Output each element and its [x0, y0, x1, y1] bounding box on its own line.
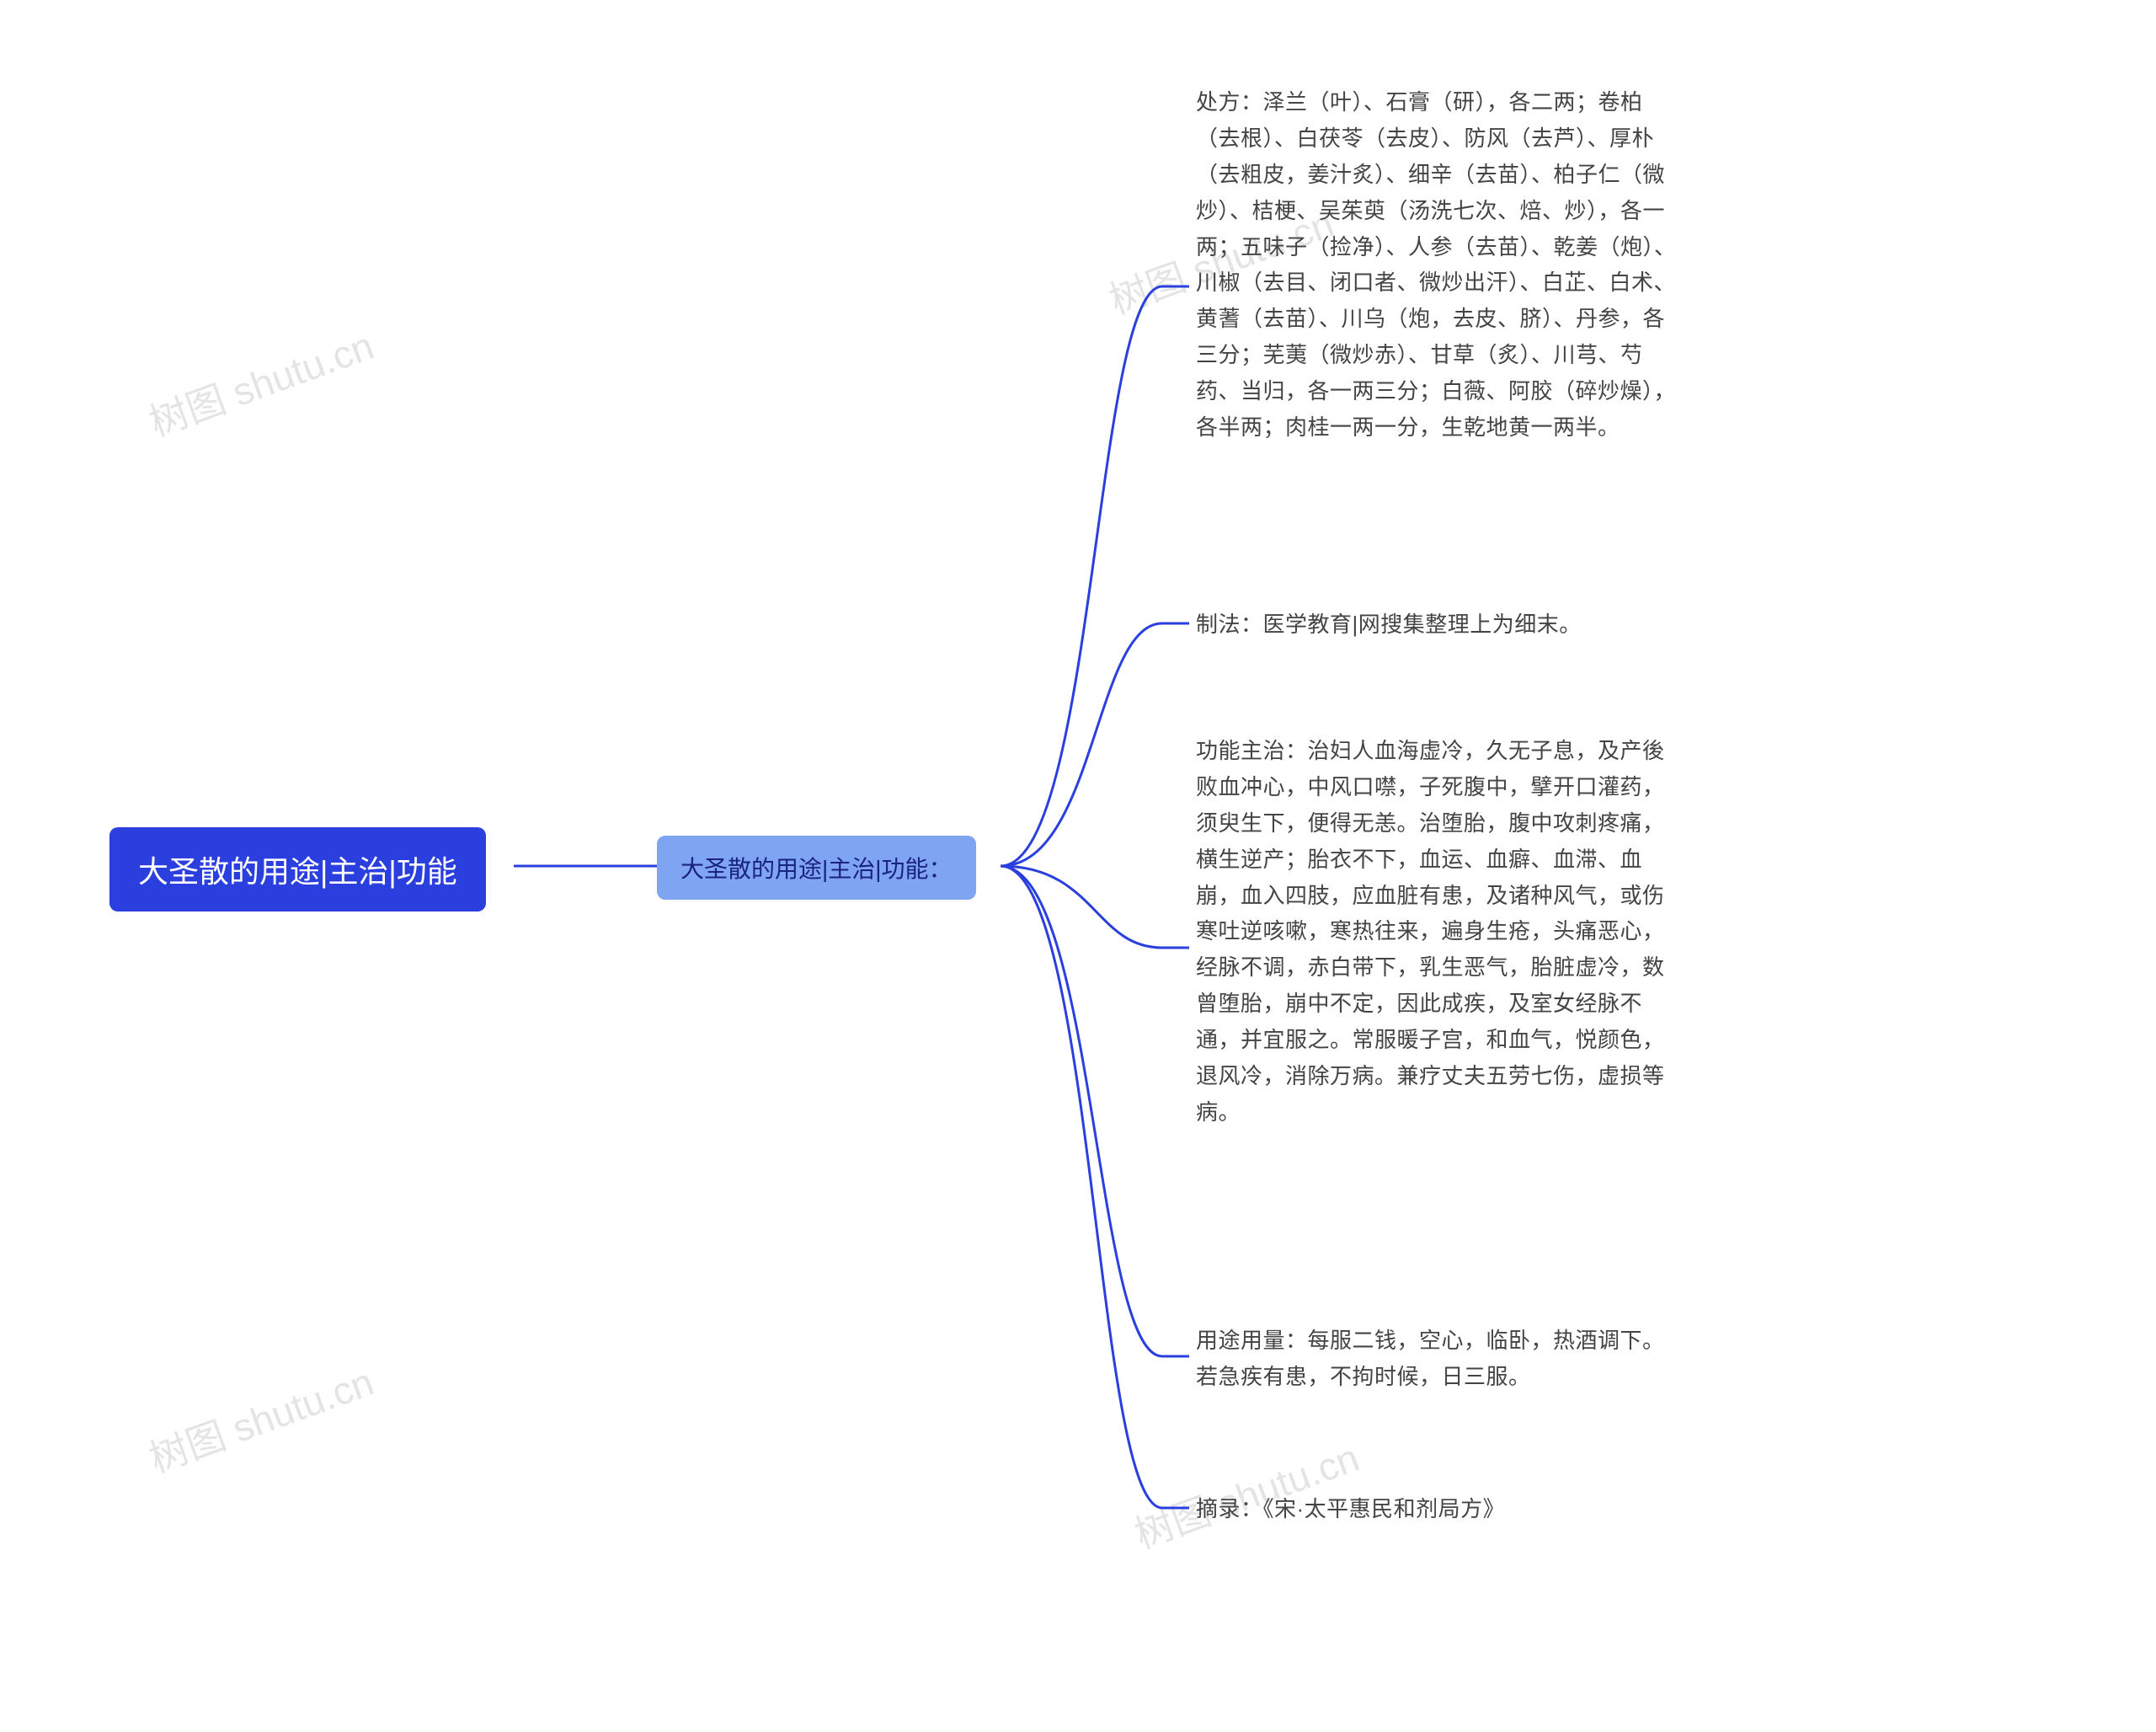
- watermark: 树图 shutu.cn: [141, 1351, 380, 1483]
- branch-label: 大圣散的用途|主治|功能：: [680, 851, 953, 885]
- root-label: 大圣散的用途|主治|功能: [138, 847, 457, 891]
- watermark: 树图 shutu.cn: [141, 315, 380, 447]
- leaf-text: 用途用量：每服二钱，空心，临卧，热酒调下。若急疾有患，不拘时候，日三服。: [1196, 1328, 1665, 1389]
- mindmap-leaf-dosage[interactable]: 用途用量：每服二钱，空心，临卧，热酒调下。若急疾有患，不拘时候，日三服。: [1196, 1323, 1684, 1395]
- mindmap-leaf-indications[interactable]: 功能主治：治妇人血海虚冷，久无子息，及产後败血冲心，中风口噤，子死腹中，擘开口灌…: [1196, 733, 1684, 1131]
- leaf-text: 制法：医学教育|网搜集整理上为细末。: [1196, 612, 1582, 637]
- leaf-text: 摘录：《宋·太平惠民和剂局方》: [1196, 1496, 1505, 1521]
- mindmap-leaf-prescription[interactable]: 处方：泽兰（叶）、石膏（研），各二两；卷柏（去根）、白茯苓（去皮）、防风（去芦）…: [1196, 84, 1684, 446]
- leaf-text: 处方：泽兰（叶）、石膏（研），各二两；卷柏（去根）、白茯苓（去皮）、防风（去芦）…: [1196, 89, 1677, 440]
- mindmap-leaf-source[interactable]: 摘录：《宋·太平惠民和剂局方》: [1196, 1491, 1684, 1527]
- mindmap-root[interactable]: 大圣散的用途|主治|功能: [109, 827, 486, 911]
- leaf-text: 功能主治：治妇人血海虚冷，久无子息，及产後败血冲心，中风口噤，子死腹中，擘开口灌…: [1196, 738, 1665, 1125]
- mindmap-branch[interactable]: 大圣散的用途|主治|功能：: [657, 836, 976, 900]
- mindmap-leaf-method[interactable]: 制法：医学教育|网搜集整理上为细末。: [1196, 607, 1684, 643]
